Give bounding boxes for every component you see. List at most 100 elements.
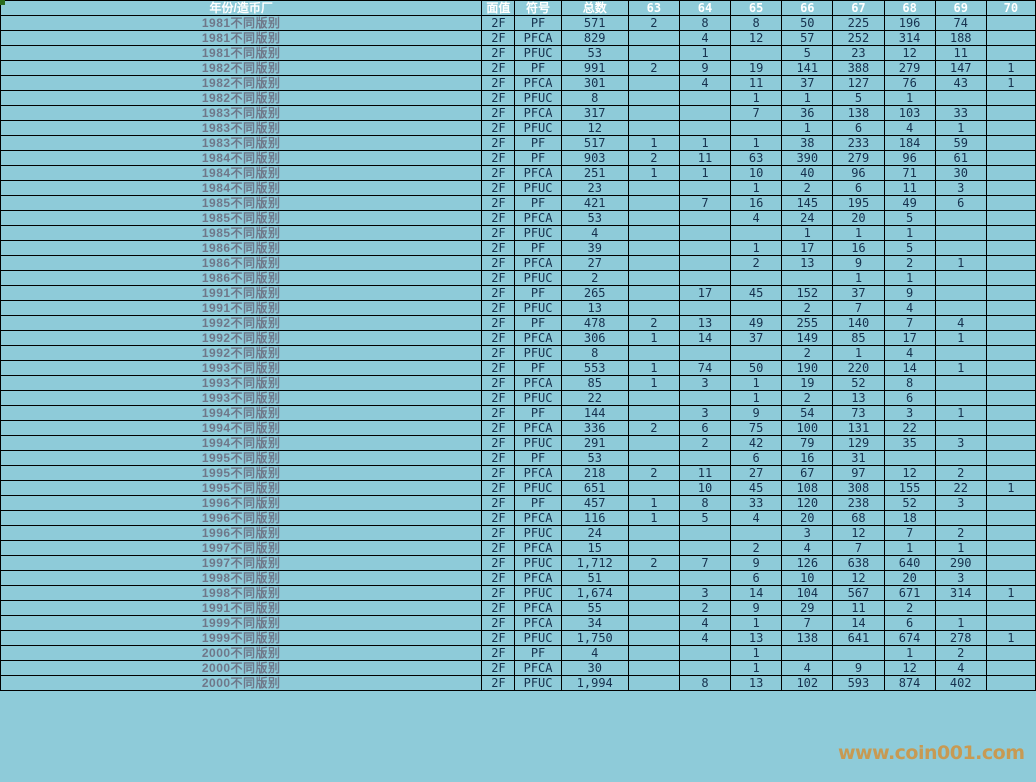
- cell-year-mint: 1997不同版别: [0, 555, 483, 571]
- cell-grade-66: 4: [781, 540, 834, 556]
- table-row[interactable]: 1997不同版别 2F PFUC 1,712 2 7 9 126 638 640 290: [0, 555, 1036, 571]
- cell-grade-67: 31: [832, 450, 885, 466]
- table-row[interactable]: 1984不同版别 2F PFCA 251 1 1 10 40 96 71 30: [0, 165, 1036, 181]
- cell-year-mint: 1992不同版别: [0, 345, 483, 361]
- table-row[interactable]: 1986不同版别 2F PFCA 27 2 13 9 2 1: [0, 255, 1036, 271]
- table-row[interactable]: 1992不同版别 2F PFCA 306 1 14 37 149 85 17 1: [0, 330, 1036, 346]
- table-row[interactable]: 1994不同版别 2F PFUC 291 2 42 79 129 35 3: [0, 435, 1036, 451]
- cell-denomination: 2F: [481, 180, 516, 196]
- table-row[interactable]: 1981不同版别 2F PFUC 53 1 5 23 12 11: [0, 45, 1036, 61]
- column-header-grade-68[interactable]: 68: [883, 0, 936, 16]
- table-body: 1981不同版别 2F PF 571 2 8 8 50 225 196 74 1981不同版别 2F PF…: [0, 15, 1036, 691]
- table-row[interactable]: 1995不同版别 2F PFUC 651 10 45 108 308 155 22 1: [0, 480, 1036, 496]
- column-header-symbol[interactable]: 符号: [514, 0, 562, 16]
- column-header-grade-70[interactable]: 70: [985, 0, 1036, 16]
- cell-grade-64: 11: [678, 465, 732, 481]
- cell-denomination: 2F: [481, 375, 516, 391]
- cell-grade-63: 2: [627, 150, 680, 166]
- table-row[interactable]: 1985不同版别 2F PF 421 7 16 145 195 49 6: [0, 195, 1036, 211]
- table-row[interactable]: 2000不同版别 2F PF 4 1 1 2: [0, 645, 1036, 661]
- cell-grade-64: [678, 210, 732, 226]
- cell-grade-70: [985, 360, 1036, 376]
- table-row[interactable]: 1995不同版别 2F PFCA 218 2 11 27 67 97 12 2: [0, 465, 1036, 481]
- cell-grade-68: 674: [883, 630, 936, 646]
- cell-symbol: PFUC: [514, 675, 562, 691]
- table-row[interactable]: 1996不同版别 2F PF 457 1 8 33 120 238 52 3: [0, 495, 1036, 511]
- table-row[interactable]: 1985不同版别 2F PFUC 4 1 1 1: [0, 225, 1036, 241]
- table-row[interactable]: 1983不同版别 2F PF 517 1 1 1 38 233 184 59: [0, 135, 1036, 151]
- table-row[interactable]: 1984不同版别 2F PFUC 23 1 2 6 11 3: [0, 180, 1036, 196]
- cell-grade-66: 79: [781, 435, 834, 451]
- table-row[interactable]: 1983不同版别 2F PFCA 317 7 36 138 103 33: [0, 105, 1036, 121]
- cell-grade-63: [627, 300, 680, 316]
- table-row[interactable]: 1992不同版别 2F PFUC 8 2 1 4: [0, 345, 1036, 361]
- column-header-total[interactable]: 总数: [560, 0, 629, 16]
- table-row[interactable]: 1998不同版别 2F PFCA 51 6 10 12 20 3: [0, 570, 1036, 586]
- cell-grade-68: 279: [883, 60, 936, 76]
- cell-year-mint: 1999不同版别: [0, 630, 483, 646]
- table-row[interactable]: 1991不同版别 2F PF 265 17 45 152 37 9: [0, 285, 1036, 301]
- table-row[interactable]: 1982不同版别 2F PF 991 2 9 19 141 388 279 147 1: [0, 60, 1036, 76]
- cell-grade-67: 20: [832, 210, 885, 226]
- cell-grade-69: 22: [934, 480, 987, 496]
- cell-grade-65: 14: [730, 585, 783, 601]
- cell-grade-67: 5: [832, 90, 885, 106]
- column-header-denomination[interactable]: 面值: [481, 0, 516, 16]
- cell-grade-68: 6: [883, 390, 936, 406]
- cell-grade-69: 59: [934, 135, 987, 151]
- table-row[interactable]: 1994不同版别 2F PF 144 3 9 54 73 3 1: [0, 405, 1036, 421]
- column-header-grade-63[interactable]: 63: [627, 0, 680, 16]
- cell-grade-65: 10: [730, 165, 783, 181]
- cell-total: 53: [560, 210, 629, 226]
- cell-grade-67: 9: [832, 660, 885, 676]
- table-row[interactable]: 1996不同版别 2F PFUC 24 3 12 7 2: [0, 525, 1036, 541]
- cell-grade-66: 190: [781, 360, 834, 376]
- cell-grade-66: 1: [781, 90, 834, 106]
- cell-grade-68: 874: [883, 675, 936, 691]
- cell-grade-69: 2: [934, 645, 987, 661]
- cell-grade-66: 126: [781, 555, 834, 571]
- table-row[interactable]: 1999不同版别 2F PFUC 1,750 4 13 138 641 674 278 1: [0, 630, 1036, 646]
- table-row[interactable]: 1985不同版别 2F PFCA 53 4 24 20 5: [0, 210, 1036, 226]
- cell-grade-66: 5: [781, 45, 834, 61]
- cell-grade-68: 49: [883, 195, 936, 211]
- column-header-grade-67[interactable]: 67: [832, 0, 885, 16]
- table-row[interactable]: 1983不同版别 2F PFUC 12 1 6 4 1: [0, 120, 1036, 136]
- table-row[interactable]: 1992不同版别 2F PF 478 2 13 49 255 140 7 4: [0, 315, 1036, 331]
- table-row[interactable]: 1997不同版别 2F PFCA 15 2 4 7 1 1: [0, 540, 1036, 556]
- table-row[interactable]: 1982不同版别 2F PFCA 301 4 11 37 127 76 43 1: [0, 75, 1036, 91]
- table-row[interactable]: 1994不同版别 2F PFCA 336 2 6 75 100 131 22: [0, 420, 1036, 436]
- column-header-grade-65[interactable]: 65: [730, 0, 783, 16]
- table-row[interactable]: 1991不同版别 2F PFCA 55 2 9 29 11 2: [0, 600, 1036, 616]
- table-row[interactable]: 2000不同版别 2F PFCA 30 1 4 9 12 4: [0, 660, 1036, 676]
- table-row[interactable]: 1999不同版别 2F PFCA 34 4 1 7 14 6 1: [0, 615, 1036, 631]
- table-row[interactable]: 1996不同版别 2F PFCA 116 1 5 4 20 68 18: [0, 510, 1036, 526]
- table-row[interactable]: 1995不同版别 2F PF 53 6 16 31: [0, 450, 1036, 466]
- table-row[interactable]: 1993不同版别 2F PF 553 1 74 50 190 220 14 1: [0, 360, 1036, 376]
- table-row[interactable]: 1986不同版别 2F PF 39 1 17 16 5: [0, 240, 1036, 256]
- column-header-grade-69[interactable]: 69: [934, 0, 987, 16]
- cell-grade-64: [678, 525, 732, 541]
- table-row[interactable]: 1982不同版别 2F PFUC 8 1 1 5 1: [0, 90, 1036, 106]
- cell-grade-69: 61: [934, 150, 987, 166]
- cell-total: 421: [560, 195, 629, 211]
- cell-grade-63: 2: [627, 15, 680, 31]
- cell-grade-68: 640: [883, 555, 936, 571]
- table-row[interactable]: 1991不同版别 2F PFUC 13 2 7 4: [0, 300, 1036, 316]
- column-header-grade-66[interactable]: 66: [781, 0, 834, 16]
- cell-grade-69: [934, 285, 987, 301]
- cell-symbol: PF: [514, 240, 562, 256]
- table-row[interactable]: 1981不同版别 2F PF 571 2 8 8 50 225 196 74: [0, 15, 1036, 31]
- cell-grade-65: 4: [730, 210, 783, 226]
- column-header-year-mint[interactable]: 年份/造币厂: [0, 0, 483, 16]
- table-row[interactable]: 1984不同版别 2F PF 903 2 11 63 390 279 96 61: [0, 150, 1036, 166]
- site-watermark: www.coin001.com: [838, 742, 1025, 764]
- table-row[interactable]: 1986不同版别 2F PFUC 2 1 1: [0, 270, 1036, 286]
- table-row[interactable]: 1993不同版别 2F PFCA 85 1 3 1 19 52 8: [0, 375, 1036, 391]
- cell-grade-67: 16: [832, 240, 885, 256]
- table-row[interactable]: 1981不同版别 2F PFCA 829 4 12 57 252 314 188: [0, 30, 1036, 46]
- table-row[interactable]: 1993不同版别 2F PFUC 22 1 2 13 6: [0, 390, 1036, 406]
- table-row[interactable]: 2000不同版别 2F PFUC 1,994 8 13 102 593 874 402: [0, 675, 1036, 691]
- column-header-grade-64[interactable]: 64: [678, 0, 732, 16]
- table-row[interactable]: 1998不同版别 2F PFUC 1,674 3 14 104 567 671 314 1: [0, 585, 1036, 601]
